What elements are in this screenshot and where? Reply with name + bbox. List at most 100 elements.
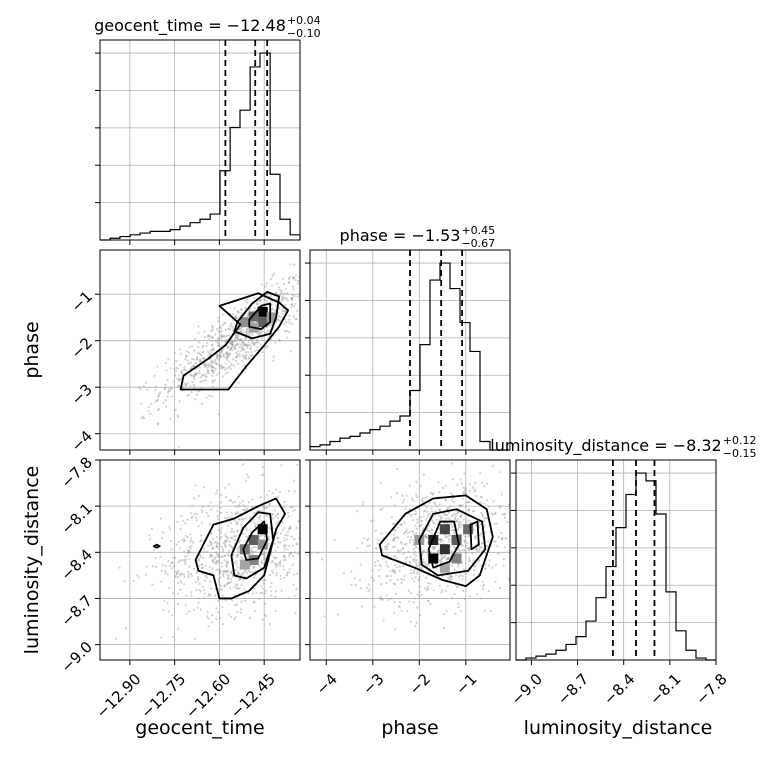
sample-point (219, 585, 222, 588)
sample-point (156, 365, 159, 368)
density-cell (266, 312, 277, 323)
sample-point (233, 585, 236, 588)
sample-point (183, 368, 186, 371)
sample-point (407, 589, 410, 592)
sample-point (271, 308, 274, 311)
sample-point (428, 512, 432, 515)
sample-point (229, 324, 232, 327)
sample-point (187, 551, 190, 554)
sample-point (242, 341, 245, 344)
sample-point (304, 294, 306, 296)
sample-point (241, 347, 244, 350)
sample-point (511, 499, 513, 501)
sample-point (184, 384, 187, 387)
sample-point (473, 569, 476, 572)
sample-point (272, 272, 276, 276)
sample-point (197, 345, 200, 349)
sample-point (224, 362, 227, 365)
sample-point (188, 346, 191, 349)
sample-point (226, 350, 229, 354)
sample-point (195, 358, 199, 361)
sample-point (314, 489, 316, 491)
sample-point (438, 538, 441, 541)
sample-point (313, 525, 315, 527)
sample-point (184, 603, 187, 607)
sample-point (413, 550, 416, 554)
sample-point (316, 551, 319, 554)
sample-point (185, 594, 188, 597)
title-err-minus: −0.67 (461, 237, 495, 250)
sample-point (288, 544, 291, 548)
sample-point (263, 556, 266, 559)
sample-point (229, 521, 233, 524)
sample-point (237, 578, 241, 582)
sample-point (405, 494, 408, 497)
sample-point (415, 563, 418, 566)
sample-point (203, 592, 206, 595)
sample-point (160, 569, 164, 572)
sample-point (178, 559, 182, 562)
sample-point (200, 566, 204, 570)
sample-point (139, 387, 142, 391)
sample-point (307, 569, 309, 571)
sample-point (205, 364, 208, 367)
sample-point (278, 339, 281, 343)
sample-point (465, 505, 468, 508)
sample-point (210, 532, 213, 535)
sample-point (270, 581, 273, 585)
sample-point (253, 296, 256, 299)
sample-point (496, 545, 499, 548)
sample-point (159, 391, 162, 394)
sample-point (257, 516, 260, 519)
sample-point (260, 519, 263, 523)
sample-point (210, 554, 213, 558)
sample-point (472, 559, 475, 562)
sample-point (423, 587, 427, 590)
sample-point (288, 554, 291, 557)
sample-point (277, 338, 281, 342)
sample-point (336, 556, 338, 558)
sample-point (292, 573, 295, 576)
sample-point (219, 536, 222, 539)
sample-point (233, 339, 236, 342)
sample-point (448, 575, 452, 578)
sample-point (177, 378, 181, 381)
sample-point (447, 506, 450, 510)
sample-point (402, 552, 405, 555)
sample-point (479, 597, 483, 600)
sample-point (392, 533, 395, 536)
sample-point (235, 334, 238, 337)
sample-point (301, 529, 303, 531)
sample-point (168, 564, 172, 567)
sample-point (245, 336, 248, 340)
sample-point (198, 359, 201, 362)
sample-point (260, 473, 263, 477)
sample-point (454, 574, 457, 577)
sample-point (374, 529, 377, 532)
sample-point (226, 573, 229, 576)
sample-point (281, 309, 284, 312)
sample-point (197, 601, 200, 604)
sample-point (286, 511, 290, 514)
sample-point (366, 538, 369, 542)
sample-point (160, 636, 163, 639)
sample-point (186, 382, 189, 385)
sample-point (260, 534, 263, 537)
sample-point (220, 351, 223, 354)
sample-point (322, 280, 324, 282)
sample-point (220, 335, 223, 338)
sample-point (181, 538, 184, 542)
sample-point (150, 402, 153, 405)
sample-point (210, 374, 214, 377)
sample-point (461, 544, 464, 547)
sample-point (307, 281, 309, 283)
title-err-minus: −0.15 (723, 447, 757, 460)
y-tick-label: −8.7 (58, 592, 96, 630)
sample-point (201, 585, 204, 589)
sample-point (231, 340, 234, 344)
sample-point (433, 547, 436, 550)
sample-point (468, 519, 471, 522)
density-cell (463, 524, 474, 535)
sample-point (459, 478, 462, 481)
sample-point (213, 379, 216, 382)
